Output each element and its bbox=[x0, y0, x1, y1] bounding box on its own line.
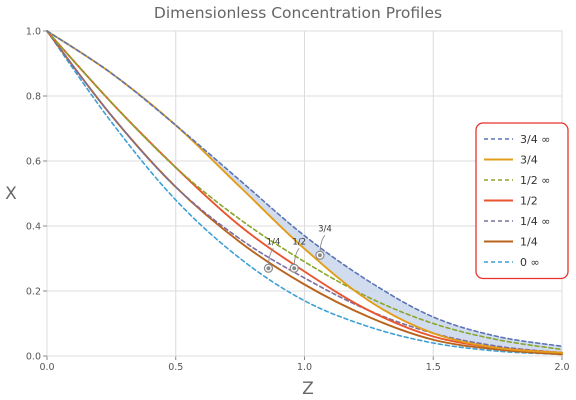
series-line-1-2-inf bbox=[46, 30, 563, 351]
annotation-marker-dot bbox=[292, 266, 297, 271]
x-tick-label: 1.0 bbox=[297, 362, 312, 373]
legend: 3/4 ∞ 3/4 1/2 ∞ 1/2 1/4 ∞ 1/4 0 ∞ bbox=[475, 122, 569, 280]
chart-title: Dimensionless Concentration Profiles bbox=[154, 4, 442, 22]
x-tick-label: 0.5 bbox=[168, 362, 183, 373]
y-tick-label: 0.6 bbox=[26, 157, 41, 168]
annotation-marker-dot bbox=[317, 253, 322, 258]
legend-label: 0 ∞ bbox=[520, 256, 540, 269]
legend-box bbox=[475, 122, 569, 280]
x-tick-label: 2.0 bbox=[554, 362, 569, 373]
legend-label: 1/2 ∞ bbox=[520, 174, 550, 187]
annotation-marker-dot bbox=[266, 266, 271, 271]
x-axis-label: Z bbox=[302, 379, 314, 399]
y-tick-label: 1.0 bbox=[26, 27, 41, 38]
y-tick-label: 0.2 bbox=[26, 287, 41, 298]
x-tick-label: 0.0 bbox=[39, 362, 54, 373]
y-tick-label: 0.4 bbox=[26, 222, 41, 233]
y-tick-label: 0.0 bbox=[26, 352, 41, 363]
series-line-3-4-inf bbox=[46, 30, 563, 348]
annotation-label: 1/4 bbox=[267, 237, 281, 247]
legend-label: 3/4 bbox=[520, 154, 538, 167]
legend-label: 1/4 bbox=[520, 236, 538, 249]
legend-label: 3/4 ∞ bbox=[520, 133, 550, 146]
series-line-1-4-inf bbox=[46, 30, 563, 354]
x-tick-label: 1.5 bbox=[426, 362, 441, 373]
y-axis-label: X bbox=[5, 184, 17, 204]
annotation-label: 1/2 bbox=[292, 237, 306, 247]
legend-label: 1/4 ∞ bbox=[520, 215, 550, 228]
y-tick-label: 0.8 bbox=[26, 92, 41, 103]
legend-label: 1/2 bbox=[520, 195, 538, 208]
series-line-3-4 bbox=[46, 30, 563, 354]
annotation-label: 3/4 bbox=[318, 224, 332, 234]
series-line-0-inf bbox=[46, 30, 563, 356]
